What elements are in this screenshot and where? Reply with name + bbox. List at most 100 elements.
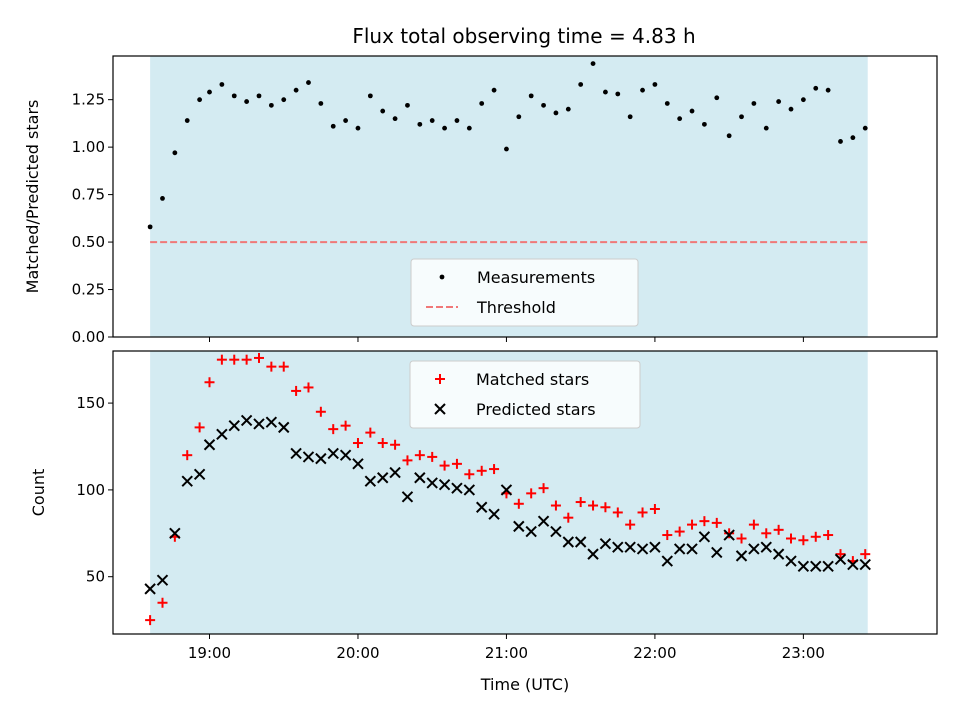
matched-star-point — [798, 535, 809, 546]
measurements-series — [147, 61, 868, 230]
predicted-stars-series — [144, 414, 871, 595]
predicted-star-point — [686, 543, 698, 555]
measurement-point — [838, 139, 843, 144]
predicted-star-point — [265, 416, 278, 428]
predicted-star-point — [612, 541, 624, 553]
predicted-star-point — [364, 475, 377, 487]
measurement-point — [454, 118, 460, 123]
matched-star-point — [687, 519, 698, 530]
measurement-point — [184, 118, 190, 123]
measurement-point — [553, 110, 559, 116]
matched-star-point — [303, 382, 314, 393]
x-tick-label: 20:00 — [336, 644, 379, 662]
matched-star-point — [229, 354, 240, 365]
bottom-y-tick-label: 100 — [76, 481, 105, 499]
predicted-star-point — [278, 421, 290, 434]
measurement-point — [776, 99, 782, 104]
predicted-star-point — [525, 525, 537, 538]
measurement-point — [763, 125, 769, 131]
measurement-point — [306, 80, 311, 85]
matched-star-point — [182, 450, 193, 461]
measurement-point — [442, 125, 447, 131]
matched-star-point — [253, 352, 264, 363]
predicted-star-point — [216, 428, 228, 441]
measurement-point — [850, 135, 856, 141]
predicted-star-point — [599, 538, 612, 550]
predicted-star-point — [748, 543, 760, 555]
predicted-star-point — [735, 550, 748, 562]
matched-star-point — [464, 469, 475, 480]
measurement-point — [417, 121, 423, 127]
matched-star-point — [315, 406, 326, 417]
matched-star-point — [600, 502, 611, 513]
predicted-star-point — [389, 466, 401, 479]
matched-star-point — [699, 516, 710, 527]
top-legend: Measurements Threshold — [410, 258, 639, 327]
predicted-star-point — [636, 543, 649, 555]
matched-star-point — [194, 422, 205, 433]
predicted-star-point — [649, 541, 661, 553]
matched-star-point — [328, 424, 339, 435]
legend-matched-label: Matched stars — [476, 370, 589, 389]
measurement-point — [825, 87, 831, 93]
matched-star-point — [637, 507, 648, 518]
measurement-point — [219, 82, 225, 87]
measurement-point — [256, 93, 262, 99]
matched-star-point — [612, 507, 623, 518]
measurement-point — [491, 87, 497, 93]
top-x-ticks — [209, 337, 804, 342]
measurement-point — [615, 91, 621, 97]
predicted-star-point — [352, 458, 364, 470]
predicted-star-point — [624, 541, 636, 553]
top-legend-box — [410, 258, 639, 327]
matched-star-point — [823, 530, 834, 541]
measurement-point — [466, 125, 472, 131]
matched-star-point — [145, 615, 156, 626]
measurement-point — [380, 108, 386, 114]
predicted-star-point — [169, 527, 181, 540]
top-y-tick-label: 0.50 — [72, 233, 105, 251]
legend-plus-glyph — [435, 374, 445, 384]
measurement-point — [479, 101, 485, 106]
matched-star-point — [414, 450, 425, 461]
matched-star-point — [736, 533, 747, 544]
x-axis-label: Time (UTC) — [480, 675, 569, 694]
x-tick-label: 19:00 — [188, 644, 231, 662]
legend-matched-marker — [435, 374, 445, 384]
x-tick-label: 23:00 — [782, 644, 825, 662]
predicted-star-point — [451, 482, 463, 494]
matched-star-point — [773, 524, 784, 535]
predicted-star-point — [426, 477, 438, 489]
matched-star-point — [786, 533, 797, 544]
predicted-star-point — [859, 558, 871, 571]
matched-star-point — [390, 439, 401, 450]
predicted-star-point — [661, 555, 673, 567]
top-y-axis-label: Matched/Predicted stars — [23, 100, 42, 294]
matched-stars-series — [145, 352, 871, 626]
predicted-star-point — [438, 478, 451, 491]
predicted-star-point — [414, 472, 426, 484]
matched-star-point — [563, 512, 574, 523]
top-y-tick-label: 0.75 — [72, 186, 105, 204]
measurement-point — [172, 150, 178, 156]
predicted-star-point — [302, 451, 315, 463]
matched-star-point — [266, 361, 277, 372]
measurement-point — [800, 97, 806, 103]
predicted-star-point — [327, 447, 339, 460]
bottom-y-tick-label: 150 — [76, 394, 105, 412]
predicted-star-point — [488, 508, 500, 520]
matched-star-point — [377, 438, 388, 449]
measurement-point — [862, 125, 868, 131]
predicted-star-point — [463, 484, 476, 496]
measurement-point — [244, 99, 250, 104]
predicted-star-point — [834, 553, 847, 566]
matched-star-point — [278, 361, 289, 372]
matched-star-point — [402, 455, 413, 466]
matched-star-point — [625, 519, 636, 530]
top-y-tick-label: 1.00 — [72, 138, 105, 156]
predicted-star-point — [698, 531, 711, 543]
predicted-star-point — [562, 536, 575, 548]
legend-threshold-label: Threshold — [476, 298, 556, 317]
measurement-point — [281, 97, 287, 103]
